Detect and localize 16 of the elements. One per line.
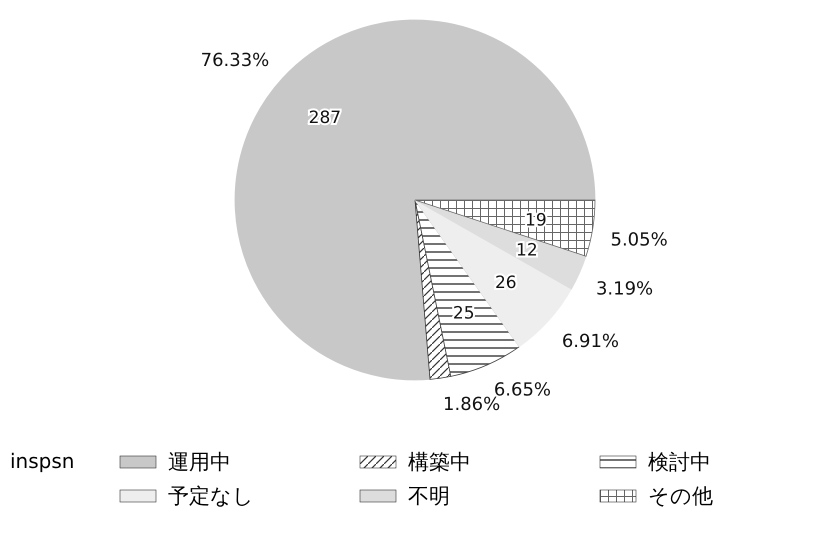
legend-label: 検討中 [648, 450, 711, 474]
text: 5.05% [610, 229, 668, 250]
legend-label: 構築中 [408, 450, 471, 474]
data-label: 26 [494, 273, 517, 294]
legend-label: 運用中 [168, 450, 231, 474]
legend-title: inspsn [10, 449, 74, 473]
pie-slice [414, 200, 596, 257]
text: 6.91% [562, 330, 620, 352]
data-label: 12 [516, 240, 538, 261]
pie-slice [414, 200, 452, 380]
text: 3.19% [596, 278, 654, 300]
data-label: 287 [308, 108, 342, 128]
text: 76.33% [200, 50, 270, 71]
legend-label: 不明 [408, 484, 450, 508]
legend-label: その他 [648, 484, 713, 508]
legend-label: 予定なし [168, 484, 254, 508]
